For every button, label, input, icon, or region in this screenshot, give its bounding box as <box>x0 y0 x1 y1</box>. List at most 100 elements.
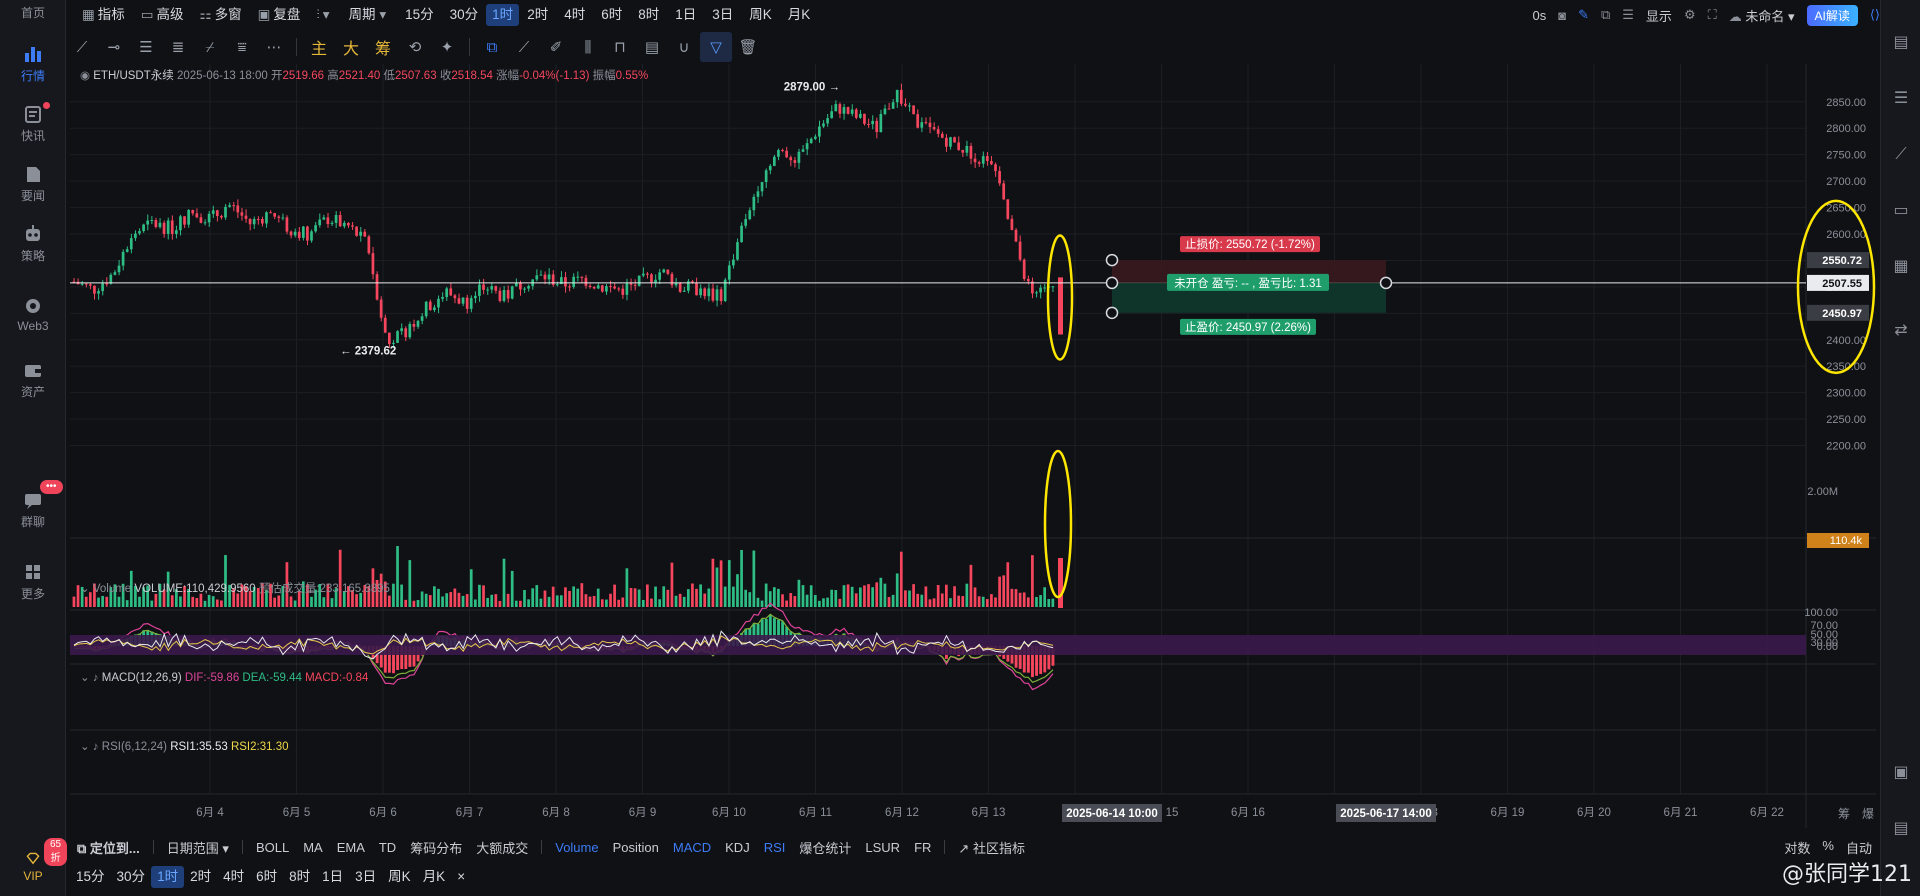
collapse-chevron-icon[interactable]: ⌄ <box>80 583 90 595</box>
magnet-icon[interactable]: ∪ <box>678 39 690 56</box>
exchange-icon[interactable]: ⇄ <box>1894 322 1908 339</box>
depth-icon[interactable]: ⟋ <box>1895 146 1907 163</box>
bottom-interval-month[interactable]: 月K <box>422 869 446 884</box>
ai-explain-button[interactable]: AI解读 <box>1806 4 1858 26</box>
bell-icon[interactable]: ♪ <box>92 741 99 753</box>
advanced-button[interactable]: ▭ 高级 <box>133 0 192 30</box>
popout-icon[interactable]: ⧉ <box>1600 7 1611 22</box>
main-force-button[interactable]: 主 <box>310 41 327 58</box>
interval-3d[interactable]: 3日 <box>712 7 734 22</box>
date-range-dropdown[interactable]: 日期范围 ▾ <box>160 838 236 857</box>
nav-market[interactable]: 行情 <box>0 44 66 84</box>
cloud-layout-button[interactable]: ☁ 未命名 ▾ <box>1729 6 1795 25</box>
settings-gear-icon[interactable]: ⚙ <box>1683 7 1696 22</box>
chart-area[interactable]: 2850.00 2800.00 2750.00 2700.00 2650.00 2600.… <box>70 64 1876 828</box>
brush-icon[interactable]: ⌿ <box>205 38 215 56</box>
log-scale-toggle[interactable]: 对数 <box>1784 841 1811 856</box>
bottom-interval-15m[interactable]: 15分 <box>76 869 105 884</box>
nav-news[interactable]: 快讯 <box>0 102 66 144</box>
interval-month[interactable]: 月K <box>787 7 811 22</box>
share-icon[interactable]: ⟨⟩ <box>1869 7 1880 22</box>
fullscreen-icon[interactable]: ⛶ <box>1707 7 1717 22</box>
indicator-boll[interactable]: BOLL <box>255 839 290 855</box>
indicator-volume[interactable]: Volume <box>555 839 599 855</box>
price-chart[interactable]: 2850.002800.002750.002700.002650.002600.… <box>70 64 1876 828</box>
large-order-button[interactable]: 大 <box>342 41 359 58</box>
parallel-lines-icon[interactable]: ☰ <box>139 39 153 56</box>
bottom-interval-6h[interactable]: 6时 <box>256 869 278 884</box>
bottom-interval-3d[interactable]: 3日 <box>355 869 377 884</box>
indicator-button[interactable]: ▦ 指标 <box>66 0 133 30</box>
interval-4h[interactable]: 4时 <box>564 7 586 22</box>
magic-tool-icon[interactable]: ✦ <box>440 39 454 56</box>
interval-2h[interactable]: 2时 <box>527 7 549 22</box>
percent-scale-toggle[interactable]: % <box>1822 838 1834 853</box>
bottom-interval-4h[interactable]: 4时 <box>223 869 245 884</box>
nav-web3[interactable]: Web3 <box>0 296 66 333</box>
bottom-interval-30m[interactable]: 30分 <box>116 869 146 884</box>
calendar-icon[interactable]: ▦ <box>1893 258 1909 275</box>
nav-more[interactable]: 更多 <box>0 562 66 602</box>
trend-line-icon[interactable]: ⟋ <box>76 38 88 56</box>
lock-icon[interactable]: ⊓ <box>614 39 626 56</box>
interval-week[interactable]: 周K <box>749 7 772 22</box>
replay-tool-icon[interactable]: ⟲ <box>408 39 422 56</box>
indicator-td[interactable]: TD <box>378 839 397 855</box>
indicator-lsur[interactable]: LSUR <box>865 839 901 855</box>
chip-button[interactable]: 筹 <box>374 41 391 58</box>
copy-icon[interactable]: ⧉ <box>486 38 498 56</box>
multi-lines-icon[interactable]: ≣ <box>171 39 185 56</box>
indicator-kdj[interactable]: KDJ <box>725 839 750 855</box>
camera-icon[interactable]: ◙ <box>1558 7 1567 23</box>
display-button[interactable]: 显示 <box>1645 8 1672 24</box>
horizontal-ray-icon[interactable]: ⊸ <box>107 39 121 56</box>
auto-scale-toggle[interactable]: 自动 <box>1845 841 1872 856</box>
bottom-interval-8h[interactable]: 8时 <box>289 869 311 884</box>
indicator-fr[interactable]: FR <box>914 839 932 855</box>
more-dots-icon[interactable]: ⋯ <box>266 39 282 56</box>
replay-button[interactable]: ▣ 复盘 <box>250 0 309 30</box>
bottom-interval-1h[interactable]: 1时 <box>151 866 185 888</box>
bottom-interval-2h[interactable]: 2时 <box>190 869 212 884</box>
indicator-ema[interactable]: EMA <box>336 839 365 855</box>
nav-vip[interactable]: 65折 VIP <box>0 838 68 883</box>
locate-button[interactable]: ⧉ 定位到... <box>70 838 147 857</box>
note-icon[interactable]: ▤ <box>644 39 660 56</box>
interval-1d[interactable]: 1日 <box>675 7 697 22</box>
trash-icon[interactable]: 🗑 <box>738 39 758 56</box>
candle-pattern-icon[interactable]: ⫼ <box>584 38 592 56</box>
collapse-chevron-icon[interactable]: ⌄ <box>80 741 90 753</box>
indicator-rsi[interactable]: RSI <box>763 839 786 855</box>
bell-icon[interactable]: ♪ <box>92 672 99 684</box>
nav-strategy[interactable]: 策略 <box>0 224 66 264</box>
fib-icon[interactable]: ⩸ <box>237 38 247 56</box>
list-icon[interactable]: ☰ <box>1622 7 1634 22</box>
nav-headlines[interactable]: 要闻 <box>0 164 66 204</box>
nav-assets[interactable]: 资产 <box>0 360 66 400</box>
interval-30m[interactable]: 30分 <box>449 7 479 22</box>
order-list-icon[interactable]: ▤ <box>1893 820 1909 837</box>
ruler-icon[interactable]: ⟋ <box>518 38 530 56</box>
orderbook-icon[interactable]: ▤ <box>1893 34 1909 51</box>
nav-home[interactable]: 首页 <box>0 4 66 21</box>
indicator-large-trades[interactable]: 大额成交 <box>476 840 529 856</box>
indicator-chip-dist[interactable]: 筹码分布 <box>410 840 463 856</box>
eye-icon[interactable]: ◉ <box>80 70 91 82</box>
indicator-position[interactable]: Position <box>612 839 659 855</box>
community-indicators-button[interactable]: ↗ 社区指标 <box>951 838 1032 857</box>
indicator-ma[interactable]: MA <box>303 839 323 855</box>
filter-icon[interactable]: ▽ <box>700 32 732 62</box>
period-dropdown[interactable]: 周期 ▾ <box>341 0 398 30</box>
indicator-macd[interactable]: MACD <box>672 839 712 855</box>
interval-8h[interactable]: 8时 <box>638 7 660 22</box>
layout-icon[interactable]: ▣ <box>1893 764 1909 781</box>
close-interval-bar-icon[interactable]: × <box>457 869 466 884</box>
collapse-chevron-icon[interactable]: ⌄ <box>80 672 90 684</box>
chart-type-button[interactable]: ⫶ ▾ <box>308 0 340 30</box>
bottom-interval-1d[interactable]: 1日 <box>322 869 344 884</box>
interval-6h[interactable]: 6时 <box>601 7 623 22</box>
nav-chat[interactable]: ••• 群聊 <box>0 480 66 530</box>
multi-window-button[interactable]: ⚏ 多窗 <box>192 0 250 30</box>
trades-icon[interactable]: ☰ <box>1893 90 1909 107</box>
pen-icon[interactable]: ✎ <box>1578 7 1589 22</box>
